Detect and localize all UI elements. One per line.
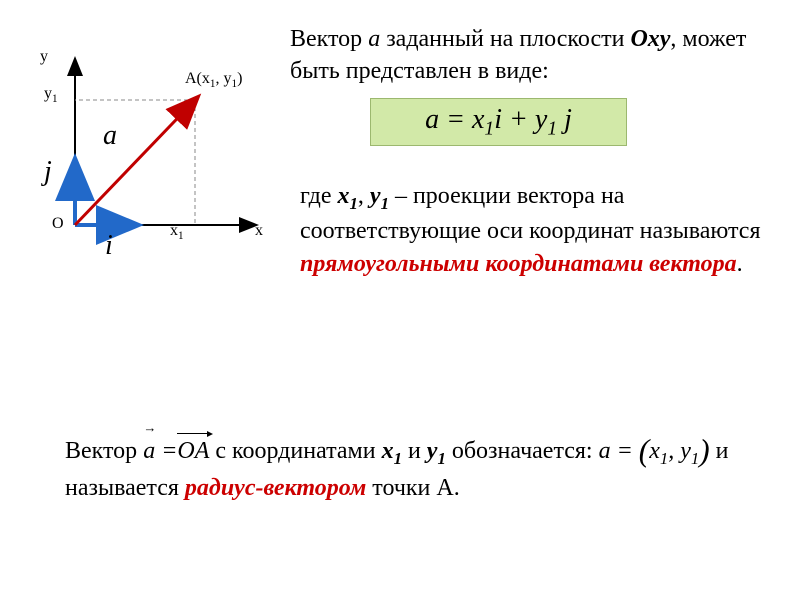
bt-rhs: a = (x1, y1) [599,438,716,464]
proj-y1: y1 [370,183,389,209]
label-y: y [40,48,48,66]
label-x1: x1 [170,222,184,242]
proj-highlight: прямоугольными координатами вектора [300,251,737,277]
proj-dot: . [737,251,743,277]
label-vector-a: a [103,120,117,152]
vector-a [75,100,195,225]
bt-and: и [408,438,427,464]
label-x: x [255,222,263,240]
proj-x1: x1 [338,183,358,209]
intro-text: Вектор a заданный на плоскости Oxy, може… [290,23,785,88]
proj-comma: , [358,183,370,209]
formula: a = x1i + y1 j [425,104,572,141]
label-y1: y1 [44,85,58,105]
bt-y1: y1 [427,438,446,464]
label-unit-i: i [105,230,113,262]
label-A: A(x1, y1) [185,70,242,90]
bt-a-eq: a = OA [143,438,215,464]
projection-text: где x1, y1 – проекции вектора на соответ… [300,180,770,280]
intro-rest1: заданный на плоскости [386,26,630,52]
bt-highlight: радиус-вектором [185,475,366,501]
intro-prefix: Вектор [290,26,368,52]
bt-t1: Вектор [65,438,143,464]
bt-x1: x1 [382,438,402,464]
bt-t5: точки A. [372,475,459,501]
label-unit-j: j [44,156,52,188]
bt-t2: с координатами [215,438,381,464]
label-O: O [52,215,64,233]
bt-t3: обозначается: [452,438,599,464]
formula-box: a = x1i + y1 j [370,98,627,146]
proj-t1: где [300,183,338,209]
vector-diagram: O x y x1 y1 A(x1, y1) a i j [20,30,270,240]
intro-oxy: Oxy [630,26,670,52]
intro-vector-sym: a [368,26,380,52]
bottom-text: Вектор a = OA с координатами x1 и y1 обо… [65,430,775,505]
